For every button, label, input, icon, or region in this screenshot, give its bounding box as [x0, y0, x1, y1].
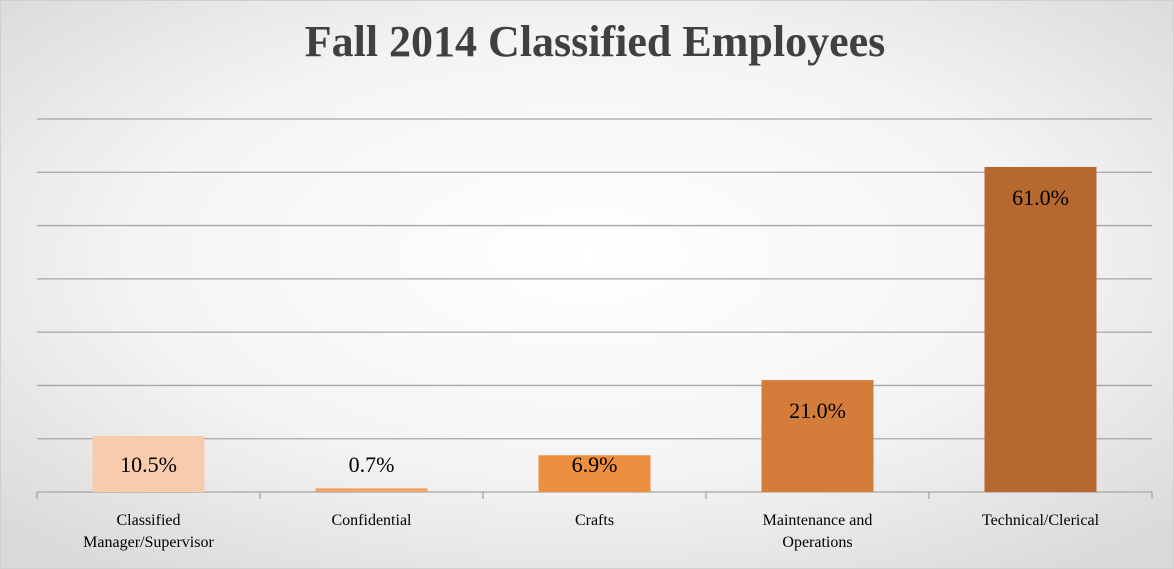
- x-tick-label: Classified Manager/Supervisor: [83, 512, 214, 551]
- data-label: 6.9%: [572, 452, 618, 477]
- bar: [92, 436, 205, 492]
- chart-title: Fall 2014 Classified Employees: [305, 17, 886, 66]
- bar: [538, 455, 651, 492]
- bar: [984, 166, 1097, 492]
- data-label: 10.5%: [120, 452, 177, 477]
- bar: [761, 380, 874, 492]
- x-tick-label: Crafts: [575, 512, 614, 529]
- x-tick-label: Maintenance and Operations: [763, 512, 873, 551]
- data-label: 0.7%: [349, 452, 395, 477]
- x-tick-label: Technical/Clerical: [982, 512, 1100, 529]
- data-label: 61.0%: [1012, 185, 1069, 210]
- bar: [315, 488, 428, 492]
- x-tick-label: Confidential: [332, 512, 413, 529]
- data-label: 21.0%: [789, 398, 846, 423]
